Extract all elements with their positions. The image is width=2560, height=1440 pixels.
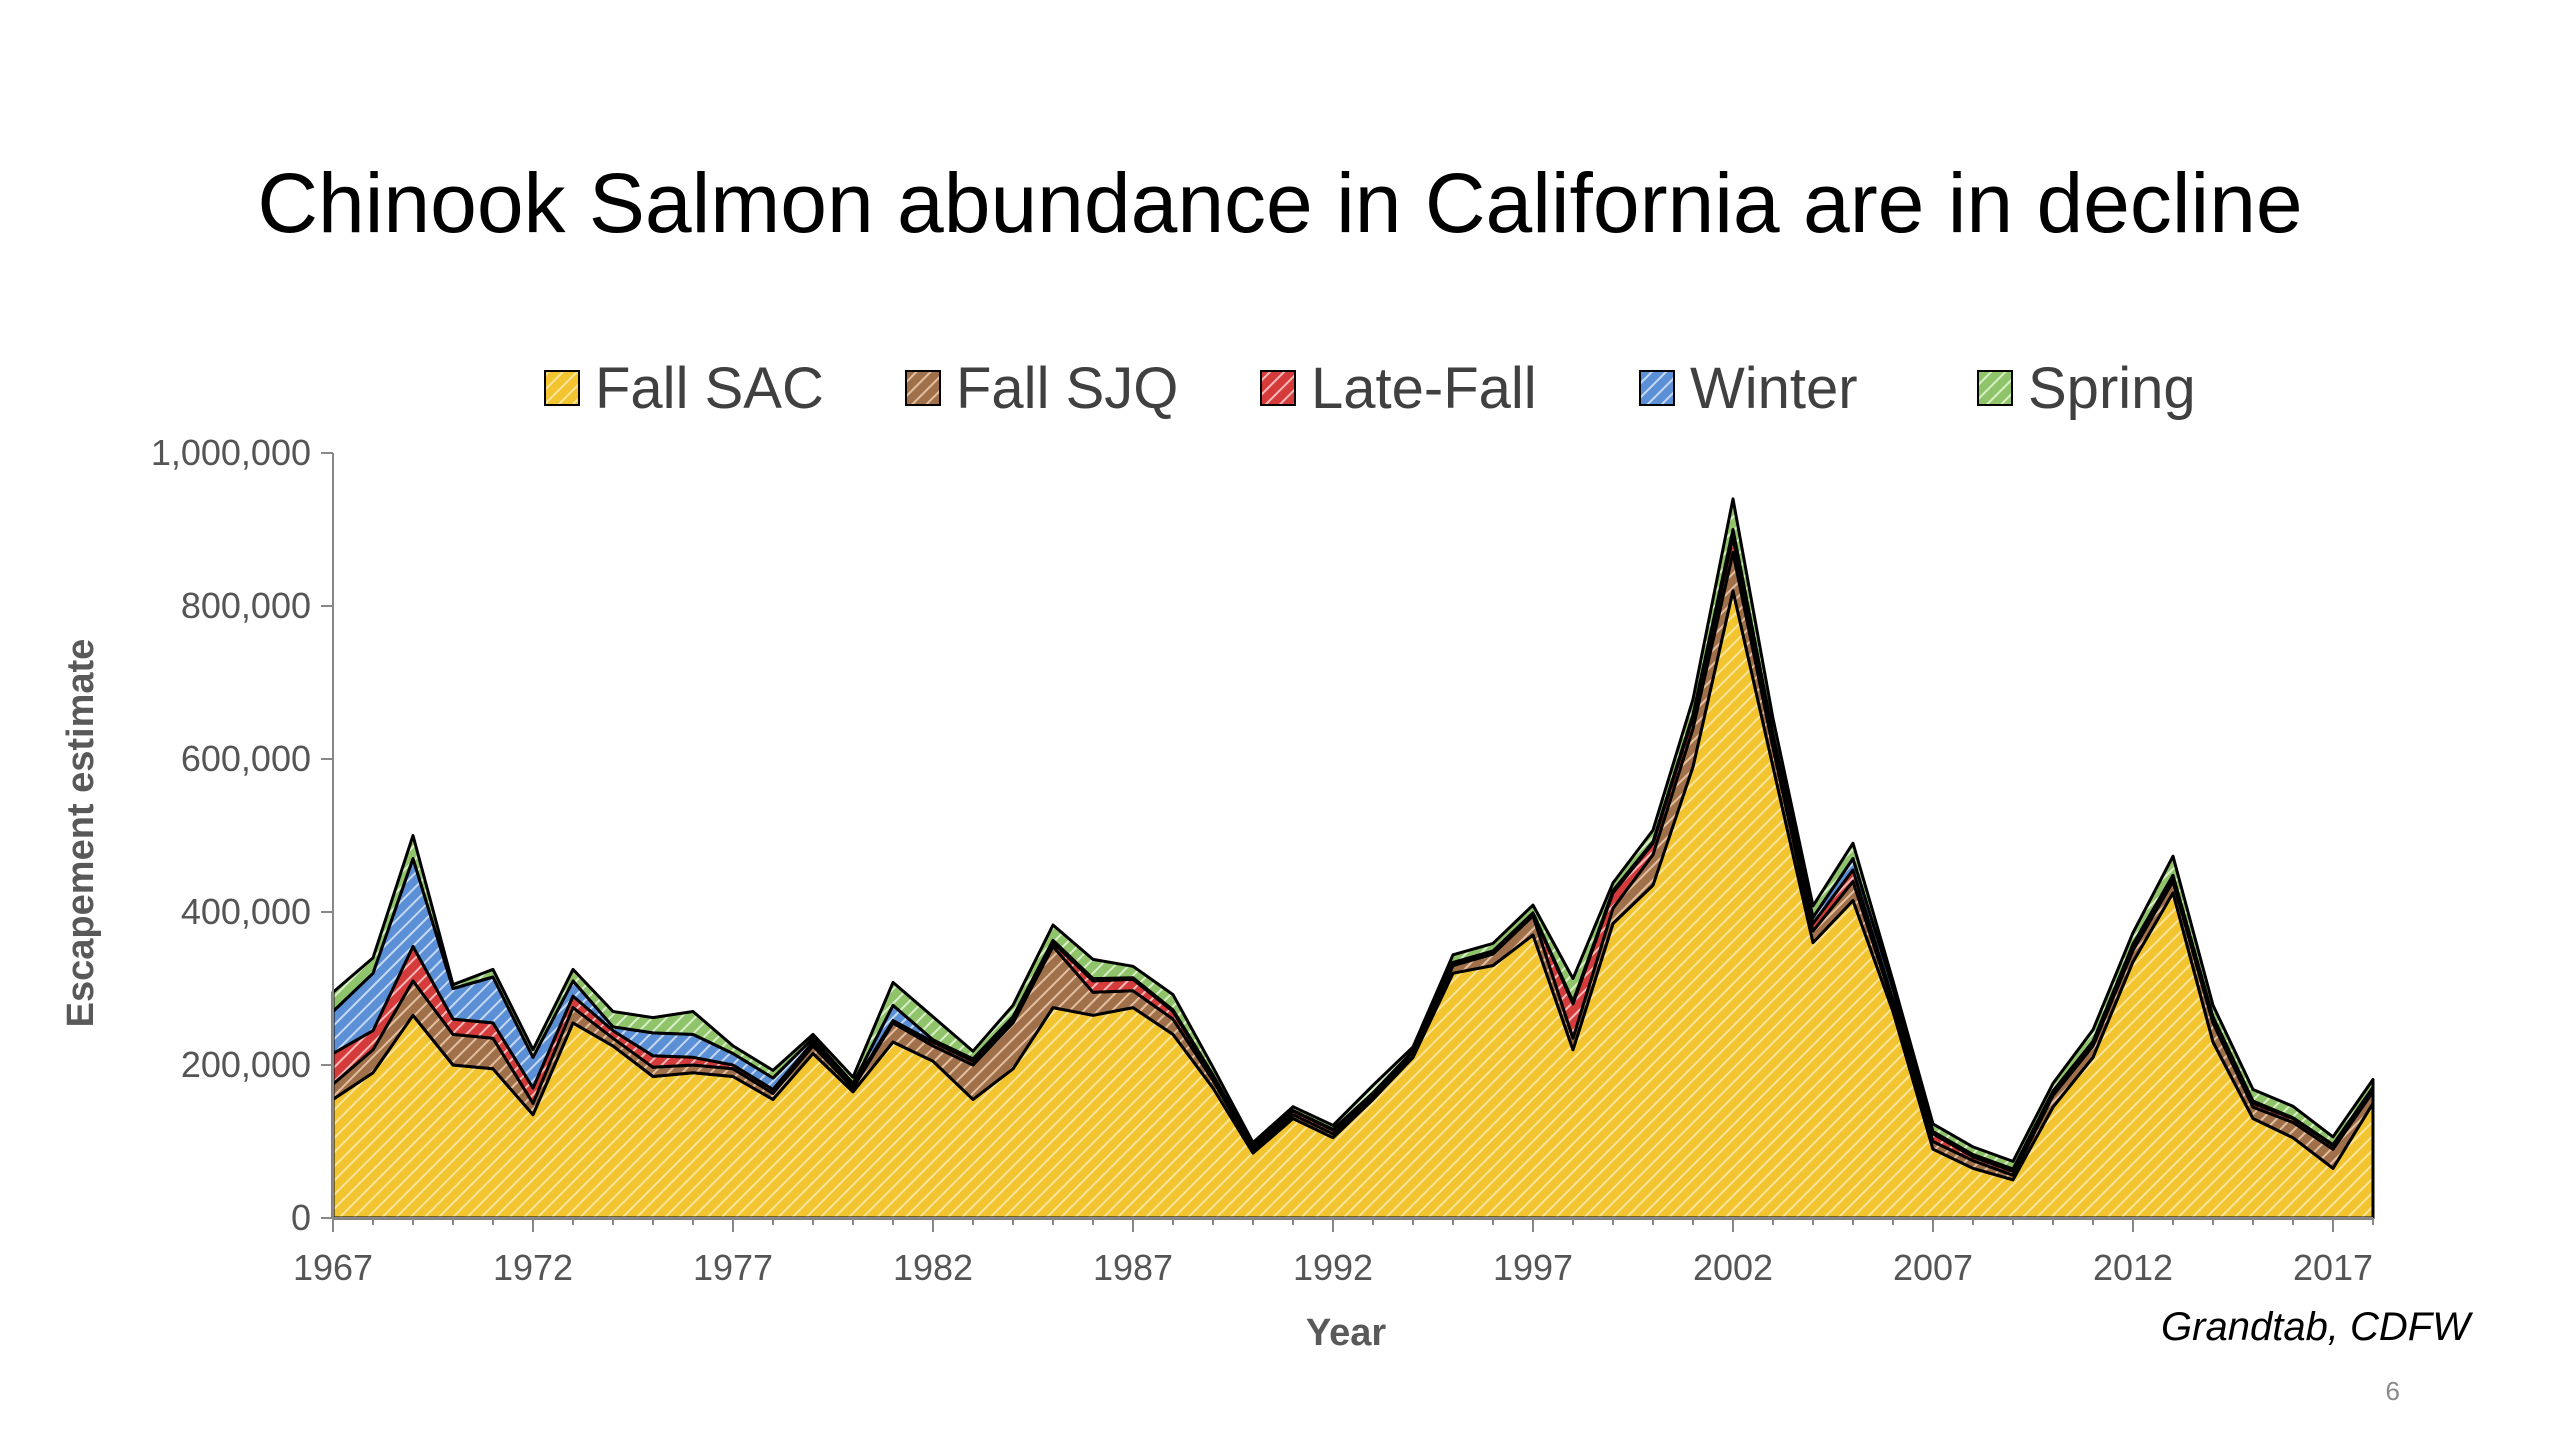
page-number: 6 [2385, 1376, 2400, 1406]
y-tick-label: 200,000 [181, 1044, 311, 1085]
y-axis-title: Escapement estimate [60, 639, 102, 1028]
legend-swatch-late-fall [1260, 370, 1296, 406]
area-series-fall-sac [331, 589, 2375, 1220]
legend-item-late-fall: Late-Fall [1260, 356, 1537, 421]
y-tick-label: 0 [291, 1197, 311, 1238]
x-tick-label: 1982 [893, 1247, 973, 1288]
legend-item-fall-sac: Fall SAC [544, 356, 824, 421]
source-credit: Grandtab, CDFW [2161, 1305, 2470, 1349]
legend-swatch-fall-sjq [905, 370, 941, 406]
x-tick-label: 1987 [1093, 1247, 1173, 1288]
area-series-spring [331, 497, 2375, 1171]
x-tick-label: 1992 [1293, 1247, 1373, 1288]
legend-label-fall-sjq: Fall SJQ [956, 356, 1178, 421]
areas-layer [331, 497, 2375, 1220]
legend-label-winter: Winter [1690, 356, 1858, 421]
x-tick-label: 1997 [1493, 1247, 1573, 1288]
y-tick-label: 600,000 [181, 738, 311, 779]
legend-item-spring: Spring [1977, 356, 2196, 421]
x-tick-label: 1972 [493, 1247, 573, 1288]
y-tick-label: 400,000 [181, 891, 311, 932]
y-tick-label: 800,000 [181, 585, 311, 626]
slide-title: Chinook Salmon abundance in California a… [257, 156, 2303, 250]
legend-swatch-spring [1977, 370, 2013, 406]
legend-item-fall-sjq: Fall SJQ [905, 356, 1178, 421]
legend-swatch-fall-sac [544, 370, 580, 406]
legend-swatch-winter [1639, 370, 1675, 406]
x-tick-label: 1977 [693, 1247, 773, 1288]
legend-label-spring: Spring [2028, 356, 2196, 421]
legend: Fall SAC Fall SJQ Late-Fall Winter Sprin… [544, 356, 2196, 421]
y-tick-label: 1,000,000 [151, 432, 311, 473]
x-tick-label: 2017 [2293, 1247, 2373, 1288]
x-tick-label: 2002 [1693, 1247, 1773, 1288]
x-tick-label: 1967 [293, 1247, 373, 1288]
x-axis-title: Year [1306, 1312, 1387, 1354]
legend-item-winter: Winter [1639, 356, 1858, 421]
legend-label-late-fall: Late-Fall [1311, 356, 1537, 421]
x-tick-label: 2007 [1893, 1247, 1973, 1288]
x-tick-label: 2012 [2093, 1247, 2173, 1288]
legend-label-fall-sac: Fall SAC [595, 356, 824, 421]
axes-layer: 0 200,000 400,000 600,000 800,000 1,000,000 19… [151, 432, 2374, 1288]
